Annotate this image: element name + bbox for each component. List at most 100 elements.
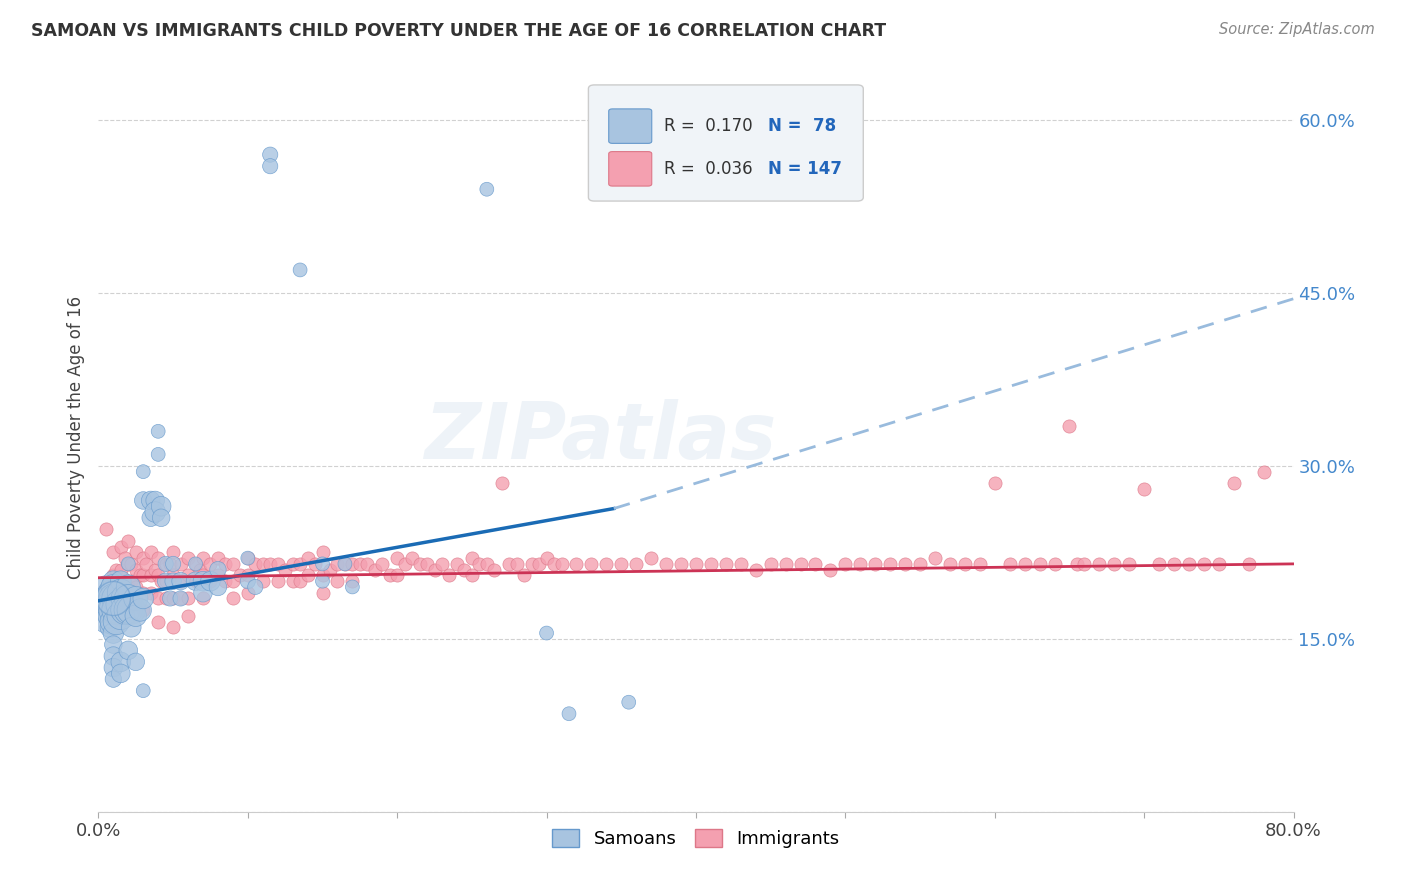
Point	[385, 568, 409, 582]
Point	[236, 551, 259, 566]
Point	[169, 591, 191, 606]
Point	[245, 557, 267, 571]
Point	[105, 615, 128, 629]
Point	[150, 500, 173, 514]
Point	[159, 557, 181, 571]
Point	[117, 580, 139, 594]
Point	[155, 574, 177, 589]
FancyBboxPatch shape	[609, 109, 652, 144]
Point	[214, 557, 236, 571]
Point	[1192, 557, 1215, 571]
Text: Source: ZipAtlas.com: Source: ZipAtlas.com	[1219, 22, 1375, 37]
Point	[117, 643, 139, 657]
Point	[924, 551, 946, 566]
Point	[236, 551, 259, 566]
Point	[364, 563, 387, 577]
Point	[595, 557, 617, 571]
Point	[132, 591, 155, 606]
FancyBboxPatch shape	[589, 85, 863, 201]
Point	[105, 563, 128, 577]
Point	[304, 557, 326, 571]
Point	[484, 563, 506, 577]
Point	[184, 574, 207, 589]
Point	[581, 557, 603, 571]
Point	[655, 557, 678, 571]
Point	[1253, 465, 1275, 479]
Point	[834, 557, 856, 571]
Point	[475, 557, 498, 571]
Point	[132, 683, 155, 698]
Point	[259, 557, 281, 571]
Point	[1208, 557, 1230, 571]
Point	[342, 557, 364, 571]
Point	[110, 608, 132, 623]
Point	[252, 574, 274, 589]
Text: R =  0.036: R = 0.036	[664, 160, 752, 178]
Point	[259, 147, 281, 161]
Point	[775, 557, 797, 571]
Point	[169, 574, 191, 589]
Point	[236, 585, 259, 599]
Point	[1014, 557, 1036, 571]
Point	[394, 557, 416, 571]
Point	[288, 557, 311, 571]
Point	[148, 568, 170, 582]
Point	[98, 585, 122, 599]
Point	[132, 603, 155, 617]
Point	[617, 695, 640, 709]
Point	[998, 557, 1021, 571]
Point	[207, 568, 229, 582]
Point	[177, 568, 200, 582]
Point	[475, 182, 498, 196]
Point	[125, 545, 148, 559]
Point	[148, 615, 170, 629]
Point	[536, 551, 558, 566]
Point	[714, 557, 737, 571]
Point	[120, 574, 142, 589]
Point	[162, 557, 184, 571]
Point	[132, 465, 155, 479]
Point	[245, 580, 267, 594]
Point	[148, 447, 170, 461]
Point	[150, 510, 173, 524]
Point	[453, 563, 475, 577]
Point	[162, 545, 184, 559]
Point	[789, 557, 811, 571]
Point	[125, 591, 148, 606]
Point	[267, 557, 290, 571]
Point	[191, 585, 214, 599]
Point	[849, 557, 872, 571]
Point	[745, 563, 768, 577]
Point	[120, 557, 142, 571]
Point	[820, 563, 842, 577]
Point	[139, 545, 162, 559]
Point	[177, 608, 200, 623]
Point	[536, 626, 558, 640]
Point	[139, 568, 162, 582]
Y-axis label: Child Poverty Under the Age of 16: Child Poverty Under the Age of 16	[66, 295, 84, 579]
Point	[114, 591, 136, 606]
Point	[125, 608, 148, 623]
Point	[267, 574, 290, 589]
Point	[143, 563, 166, 577]
Point	[184, 557, 207, 571]
Point	[759, 557, 782, 571]
Point	[110, 563, 132, 577]
Point	[1163, 557, 1185, 571]
Point	[939, 557, 962, 571]
Point	[326, 557, 349, 571]
Point	[139, 493, 162, 508]
Point	[191, 568, 214, 582]
Point	[214, 574, 236, 589]
Point	[730, 557, 752, 571]
Point	[446, 557, 468, 571]
Point	[685, 557, 707, 571]
Point	[94, 522, 117, 536]
Point	[229, 568, 252, 582]
Point	[1028, 557, 1050, 571]
Point	[150, 574, 173, 589]
Point	[894, 557, 917, 571]
Point	[222, 557, 245, 571]
Point	[114, 574, 136, 589]
Text: N =  78: N = 78	[768, 117, 835, 135]
